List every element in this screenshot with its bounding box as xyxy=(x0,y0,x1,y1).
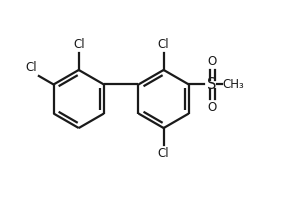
Text: O: O xyxy=(207,101,217,114)
Text: Cl: Cl xyxy=(25,61,37,74)
Text: Cl: Cl xyxy=(73,38,85,51)
Text: S: S xyxy=(207,77,217,92)
Text: Cl: Cl xyxy=(158,38,169,51)
Text: O: O xyxy=(207,55,217,68)
Text: CH₃: CH₃ xyxy=(223,78,244,91)
Text: Cl: Cl xyxy=(158,147,169,160)
